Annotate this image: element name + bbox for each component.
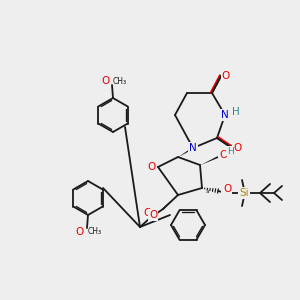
Polygon shape — [162, 195, 178, 210]
Text: O: O — [223, 184, 231, 194]
Text: O: O — [222, 71, 230, 81]
Text: CH₃: CH₃ — [113, 76, 127, 85]
Polygon shape — [200, 156, 218, 165]
Text: H: H — [226, 146, 233, 155]
Text: a: a — [205, 189, 209, 194]
Text: O: O — [219, 150, 227, 160]
Text: O: O — [233, 143, 241, 153]
Text: O: O — [148, 162, 156, 172]
Text: H: H — [232, 107, 240, 117]
Text: O: O — [76, 227, 84, 237]
Text: N: N — [221, 110, 229, 120]
Text: O: O — [101, 76, 109, 86]
Text: O: O — [222, 183, 230, 193]
Text: Si: Si — [239, 188, 249, 198]
Text: O: O — [149, 210, 157, 220]
Polygon shape — [178, 147, 194, 157]
Text: CH₃: CH₃ — [88, 227, 102, 236]
Text: O: O — [144, 208, 152, 218]
Text: N: N — [189, 143, 197, 153]
